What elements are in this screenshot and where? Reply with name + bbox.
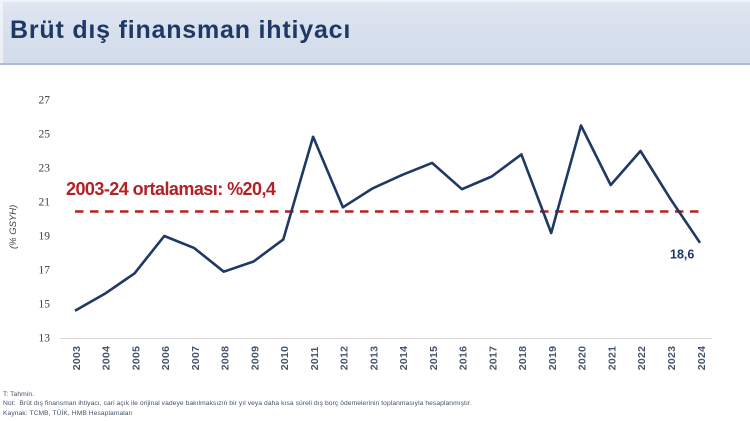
svg-text:2009: 2009	[249, 346, 261, 370]
svg-text:(% GSYH): (% GSYH)	[8, 205, 19, 249]
svg-text:2024: 2024	[696, 346, 708, 370]
svg-text:2021: 2021	[607, 346, 619, 370]
svg-text:2003-24 ortalaması: %20,4: 2003-24 ortalaması: %20,4	[66, 179, 276, 199]
svg-text:13: 13	[39, 333, 51, 345]
svg-text:25: 25	[39, 129, 51, 141]
svg-text:2007: 2007	[190, 346, 202, 370]
svg-text:2022: 2022	[636, 346, 648, 370]
svg-text:2018: 2018	[517, 346, 529, 370]
svg-text:2020: 2020	[577, 346, 589, 370]
svg-text:27: 27	[39, 95, 51, 107]
svg-text:2006: 2006	[160, 346, 172, 370]
svg-text:2016: 2016	[458, 346, 470, 370]
svg-text:2008: 2008	[220, 346, 232, 370]
svg-text:2015: 2015	[428, 346, 440, 370]
svg-text:2023: 2023	[666, 346, 678, 370]
svg-text:2010: 2010	[279, 346, 291, 370]
svg-text:17: 17	[39, 265, 51, 277]
svg-text:2012: 2012	[339, 346, 351, 370]
svg-text:15: 15	[39, 299, 51, 311]
svg-text:2013: 2013	[368, 346, 380, 370]
svg-text:2014: 2014	[398, 346, 410, 370]
svg-text:2017: 2017	[487, 346, 499, 370]
svg-text:2005: 2005	[130, 346, 142, 370]
svg-text:2004: 2004	[101, 346, 113, 370]
svg-text:2003: 2003	[71, 346, 83, 370]
svg-text:21: 21	[39, 197, 51, 209]
svg-text:2019: 2019	[547, 346, 559, 370]
svg-text:18,6: 18,6	[670, 248, 694, 262]
svg-text:2011: 2011	[309, 346, 321, 370]
svg-text:23: 23	[39, 163, 51, 175]
svg-text:19: 19	[39, 231, 51, 243]
